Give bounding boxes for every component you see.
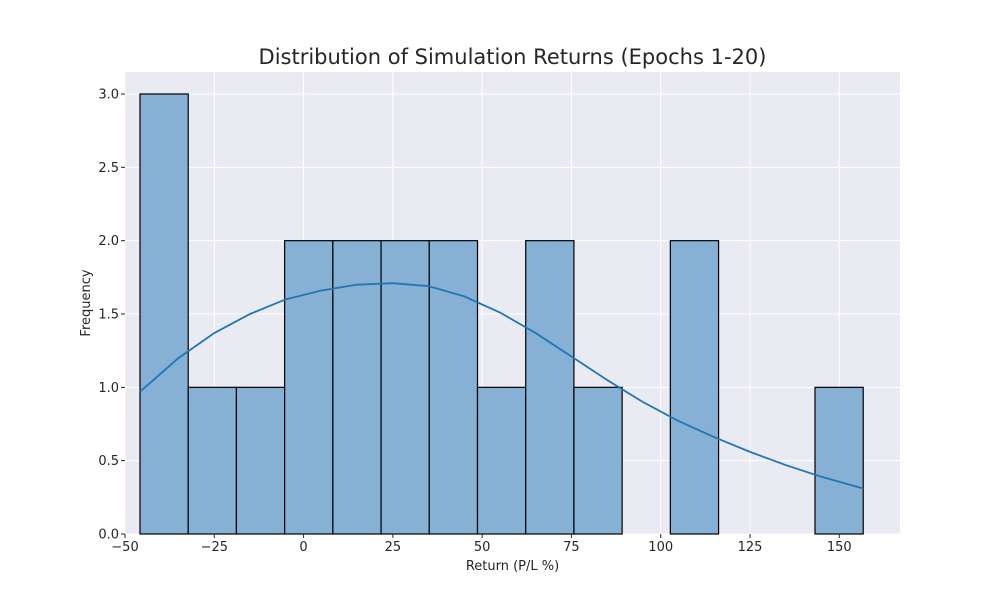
x-tick-label: 100 [648, 540, 673, 555]
histogram-bar [235, 386, 286, 535]
histogram-bar [187, 386, 238, 535]
x-tick-label: 25 [385, 540, 402, 555]
x-tick-label: 75 [563, 540, 580, 555]
histogram-bar [332, 240, 382, 535]
kde-curve [139, 282, 864, 490]
x-tick-label: −50 [111, 540, 138, 555]
x-tick-label: 0 [299, 540, 307, 555]
histogram-bar [284, 240, 334, 535]
x-tick-label: 50 [474, 540, 491, 555]
histogram-bar [573, 386, 623, 535]
histogram-bar [476, 386, 527, 535]
x-axis-label: Return (P/L %) [466, 559, 559, 574]
y-tick-label: 0.0 [98, 528, 119, 543]
histogram-bar [380, 240, 430, 535]
y-tick-label: 2.5 [98, 161, 119, 176]
histogram-bar [428, 240, 479, 535]
y-tick-label: 1.0 [98, 381, 119, 396]
histogram-bars [139, 93, 864, 535]
histogram-bar [525, 240, 575, 535]
x-tick-label: 150 [827, 540, 852, 555]
y-axis-label: Frequency [79, 269, 94, 336]
axis-ticks: −50 −25 0 25 50 75 100 125 150 0.0 0.5 1.0 1.5 2.0 2.5… [98, 88, 851, 556]
histogram-bar [139, 93, 189, 535]
y-tick-label: 1.5 [98, 308, 119, 323]
y-tick-label: 2.0 [98, 234, 119, 249]
x-tick-label: 125 [738, 540, 763, 555]
chart-title: Distribution of Simulation Returns (Epoc… [259, 45, 767, 69]
histogram-bar [669, 240, 720, 535]
y-tick-label: 0.5 [98, 454, 119, 469]
histogram-bar [814, 386, 864, 535]
y-tick-label: 3.0 [98, 88, 119, 103]
x-tick-label: −25 [201, 540, 228, 555]
